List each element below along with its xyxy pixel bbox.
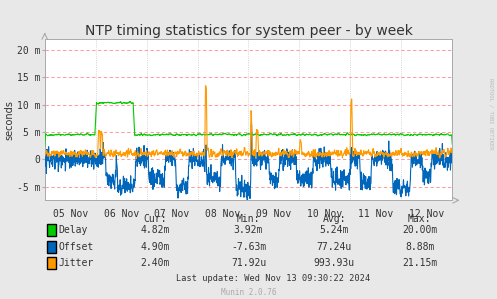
Title: NTP timing statistics for system peer - by week: NTP timing statistics for system peer - … [84, 24, 413, 38]
Text: 2.40m: 2.40m [140, 258, 169, 268]
Text: Max:: Max: [408, 214, 431, 224]
Text: 21.15m: 21.15m [402, 258, 437, 268]
Text: Munin 2.0.76: Munin 2.0.76 [221, 288, 276, 297]
Text: 4.82m: 4.82m [140, 225, 169, 235]
Text: Last update: Wed Nov 13 09:30:22 2024: Last update: Wed Nov 13 09:30:22 2024 [176, 274, 370, 283]
Text: Cur:: Cur: [143, 214, 166, 224]
Text: 12 Nov: 12 Nov [409, 208, 444, 219]
Text: Delay: Delay [59, 225, 88, 235]
Text: 05 Nov: 05 Nov [53, 208, 88, 219]
Text: -7.63m: -7.63m [231, 242, 266, 252]
Text: 8.88m: 8.88m [405, 242, 434, 252]
Text: 10 Nov: 10 Nov [307, 208, 342, 219]
Text: Avg:: Avg: [323, 214, 346, 224]
Text: 5.24m: 5.24m [320, 225, 349, 235]
Text: RRDTOOL / TOBI OETIKER: RRDTOOL / TOBI OETIKER [488, 78, 493, 150]
Y-axis label: seconds: seconds [4, 100, 14, 140]
Text: 11 Nov: 11 Nov [358, 208, 394, 219]
Text: Jitter: Jitter [59, 258, 94, 268]
Text: 07 Nov: 07 Nov [155, 208, 190, 219]
Text: 3.92m: 3.92m [234, 225, 263, 235]
Text: 71.92u: 71.92u [231, 258, 266, 268]
Text: Min:: Min: [237, 214, 260, 224]
Text: 993.93u: 993.93u [314, 258, 355, 268]
Text: 20.00m: 20.00m [402, 225, 437, 235]
Text: Offset: Offset [59, 242, 94, 252]
Text: 09 Nov: 09 Nov [256, 208, 292, 219]
Text: 4.90m: 4.90m [140, 242, 169, 252]
Text: 06 Nov: 06 Nov [103, 208, 139, 219]
Text: 08 Nov: 08 Nov [205, 208, 241, 219]
Text: 77.24u: 77.24u [317, 242, 352, 252]
